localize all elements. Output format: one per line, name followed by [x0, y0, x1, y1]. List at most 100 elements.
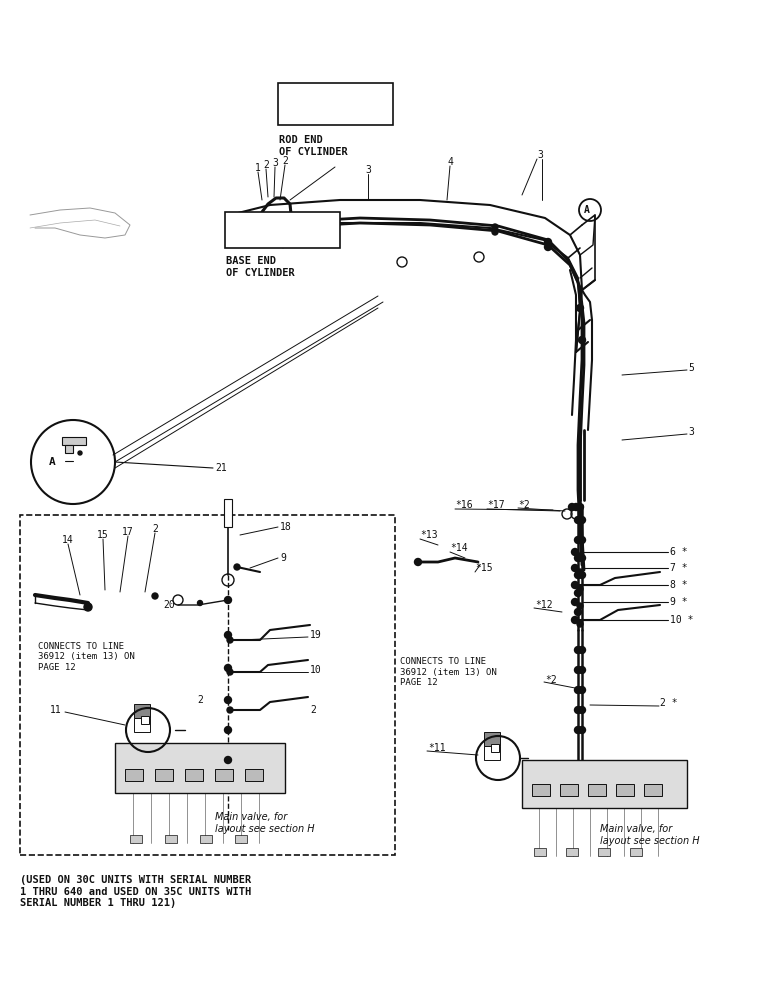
Text: 5: 5	[688, 363, 694, 373]
Text: CONNECTS TO LINE
36912 (item 13) ON
PAGE 12: CONNECTS TO LINE 36912 (item 13) ON PAGE…	[38, 642, 135, 672]
Text: A: A	[49, 457, 56, 467]
Bar	[532, 784, 550, 796]
Bar	[278, 83, 393, 125]
Circle shape	[574, 554, 581, 562]
Text: BASE END
OF CYLINDER: BASE END OF CYLINDER	[226, 256, 295, 278]
Circle shape	[573, 504, 580, 510]
Text: *15: *15	[475, 563, 493, 573]
Circle shape	[492, 229, 498, 235]
Bar	[125, 769, 143, 781]
Circle shape	[578, 706, 585, 714]
Text: (USED ON 30C UNITS WITH SERIAL NUMBER
1 THRU 640 and USED ON 35C UNITS WITH
SERI: (USED ON 30C UNITS WITH SERIAL NUMBER 1 …	[20, 875, 251, 908]
Bar	[534, 848, 546, 856]
Circle shape	[578, 336, 585, 344]
Text: ROD END
OF CYLINDER: ROD END OF CYLINDER	[279, 135, 347, 157]
Circle shape	[571, 564, 578, 572]
Text: *17: *17	[487, 500, 505, 510]
Bar	[185, 769, 203, 781]
Bar	[560, 784, 578, 796]
Circle shape	[492, 224, 498, 230]
Bar	[155, 769, 173, 781]
Circle shape	[574, 536, 581, 544]
Text: A: A	[584, 205, 590, 215]
Circle shape	[574, 516, 581, 524]
Bar	[235, 835, 247, 843]
Circle shape	[577, 603, 583, 609]
Text: 8 *: 8 *	[670, 580, 688, 590]
Circle shape	[227, 669, 233, 675]
Text: *13: *13	[420, 530, 438, 540]
Text: 3: 3	[537, 150, 543, 160]
Text: 1: 1	[255, 163, 261, 173]
Text: *2: *2	[518, 500, 530, 510]
Circle shape	[571, 548, 578, 556]
Circle shape	[574, 686, 581, 694]
Circle shape	[568, 504, 575, 510]
Circle shape	[571, 598, 578, 605]
Circle shape	[574, 608, 581, 615]
Text: *16: *16	[455, 500, 472, 510]
Bar	[616, 784, 634, 796]
Circle shape	[225, 596, 232, 603]
Text: 3: 3	[272, 158, 278, 168]
Bar	[62, 437, 86, 445]
Circle shape	[577, 504, 584, 510]
Circle shape	[225, 664, 232, 672]
Text: 15: 15	[97, 530, 109, 540]
Circle shape	[578, 572, 585, 578]
Circle shape	[578, 726, 585, 734]
Bar	[225, 212, 340, 248]
Bar	[20, 515, 395, 855]
Bar	[644, 784, 662, 796]
Circle shape	[578, 536, 585, 544]
Text: 7 *: 7 *	[670, 563, 688, 573]
Bar	[215, 769, 233, 781]
Circle shape	[578, 666, 585, 674]
Bar	[224, 499, 232, 527]
Text: 3: 3	[365, 165, 371, 175]
Text: Main valve, for
layout see section H: Main valve, for layout see section H	[600, 824, 699, 846]
Text: Main valve, for
layout see section H: Main valve, for layout see section H	[215, 812, 315, 834]
Bar	[630, 848, 642, 856]
Circle shape	[152, 593, 158, 599]
Text: 4: 4	[447, 157, 453, 167]
Circle shape	[577, 621, 583, 627]
Text: 19: 19	[310, 630, 322, 640]
Circle shape	[415, 558, 422, 566]
Bar	[65, 445, 73, 453]
Text: CONNECTS TO LINE
36912 (item 13) ON
PAGE 12: CONNECTS TO LINE 36912 (item 13) ON PAGE…	[400, 657, 496, 687]
Circle shape	[577, 586, 583, 592]
Text: 2: 2	[152, 524, 158, 534]
Circle shape	[225, 726, 232, 734]
Circle shape	[574, 647, 581, 654]
Bar	[598, 848, 610, 856]
Circle shape	[577, 304, 584, 312]
Bar	[484, 746, 500, 760]
Circle shape	[571, 582, 578, 588]
Text: 20: 20	[163, 600, 175, 610]
Circle shape	[577, 553, 583, 559]
Text: *2: *2	[545, 675, 557, 685]
Bar	[522, 760, 687, 808]
Bar	[141, 716, 149, 724]
Circle shape	[198, 600, 202, 605]
Text: 18: 18	[280, 522, 292, 532]
Circle shape	[227, 637, 233, 643]
Circle shape	[225, 696, 232, 704]
Circle shape	[574, 706, 581, 714]
Text: 9: 9	[280, 553, 286, 563]
Circle shape	[574, 726, 581, 734]
Bar	[115, 743, 285, 793]
Text: *11: *11	[428, 743, 445, 753]
Text: 11: 11	[50, 705, 62, 715]
Bar	[134, 704, 150, 718]
Circle shape	[574, 572, 581, 578]
Circle shape	[574, 666, 581, 674]
Circle shape	[84, 603, 92, 611]
Circle shape	[544, 243, 551, 250]
Circle shape	[578, 554, 585, 562]
Bar	[165, 835, 177, 843]
Circle shape	[578, 686, 585, 694]
Bar	[134, 718, 150, 732]
Text: 14: 14	[62, 535, 74, 545]
